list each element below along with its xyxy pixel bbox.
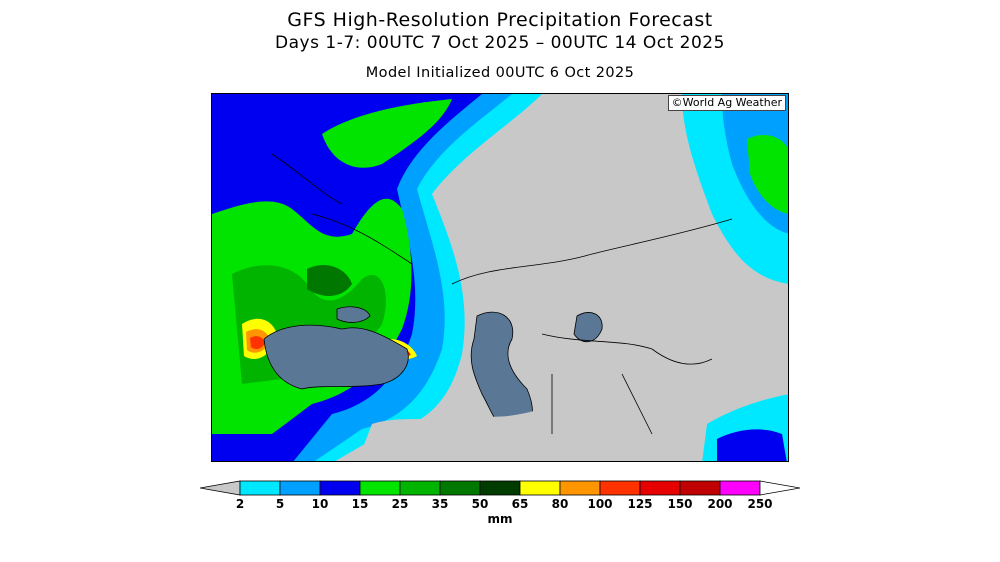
model-init-line: Model Initialized 00UTC 6 Oct 2025 (365, 65, 635, 81)
legend-bin (319, 480, 361, 496)
border-lines (271, 153, 733, 435)
map-subtitle: Days 1-7: 00UTC 7 Oct 2025 – 00UTC 14 Oc… (275, 33, 725, 53)
title-block: GFS High-Resolution Precipitation Foreca… (0, 8, 1000, 54)
legend-tick-label: 35 (431, 497, 449, 511)
legend-bin (399, 480, 441, 496)
legend-tick-label: 250 (747, 497, 773, 511)
legend-bin (279, 480, 321, 496)
legend-bin (239, 480, 281, 496)
legend-tick-label: 5 (275, 497, 285, 511)
legend-bar (200, 480, 800, 496)
legend-bin (639, 480, 681, 496)
credit-label: ©World Ag Weather (667, 95, 786, 111)
legend-arrow-low (200, 480, 241, 496)
legend-tick-label: 15 (351, 497, 369, 511)
color-legend: 2 5 10 15 25 35 50 65 80 100 125 150 200 250 mm (200, 479, 800, 529)
southern-dry-land (357, 394, 788, 461)
precip-green-north (322, 99, 452, 168)
black-sea (263, 324, 409, 390)
precip-blue-se (717, 429, 787, 461)
map-title: GFS High-Resolution Precipitation Foreca… (287, 9, 713, 31)
precip-green-east (747, 135, 788, 214)
legend-tick-label: 2 (235, 497, 245, 511)
legend-tick-label: 10 (311, 497, 329, 511)
legend-bin (559, 480, 601, 496)
legend-arrow-high (759, 480, 800, 496)
legend-tick-label: 150 (667, 497, 693, 511)
legend-bin (359, 480, 401, 496)
legend-bin (479, 480, 521, 496)
legend-bin (599, 480, 641, 496)
precip-red-core (250, 336, 265, 350)
legend-tick-label: 50 (471, 497, 489, 511)
legend-bin (519, 480, 561, 496)
legend-tick-label: 100 (587, 497, 613, 511)
legend-tick-label: 65 (511, 497, 529, 511)
legend-bin (679, 480, 721, 496)
legend-tick-label: 125 (627, 497, 653, 511)
sea-of-azov (336, 306, 371, 323)
legend-tick-label: 200 (707, 497, 733, 511)
legend-units: mm (487, 512, 513, 526)
legend-tick-label: 80 (551, 497, 569, 511)
aral-sea (573, 312, 603, 343)
map-svg (212, 94, 788, 461)
precipitation-map: ©World Ag Weather (211, 93, 789, 462)
legend-tick-label: 25 (391, 497, 409, 511)
precip-green-darker (307, 264, 352, 296)
legend-bin (439, 480, 481, 496)
legend-bin (719, 480, 761, 496)
